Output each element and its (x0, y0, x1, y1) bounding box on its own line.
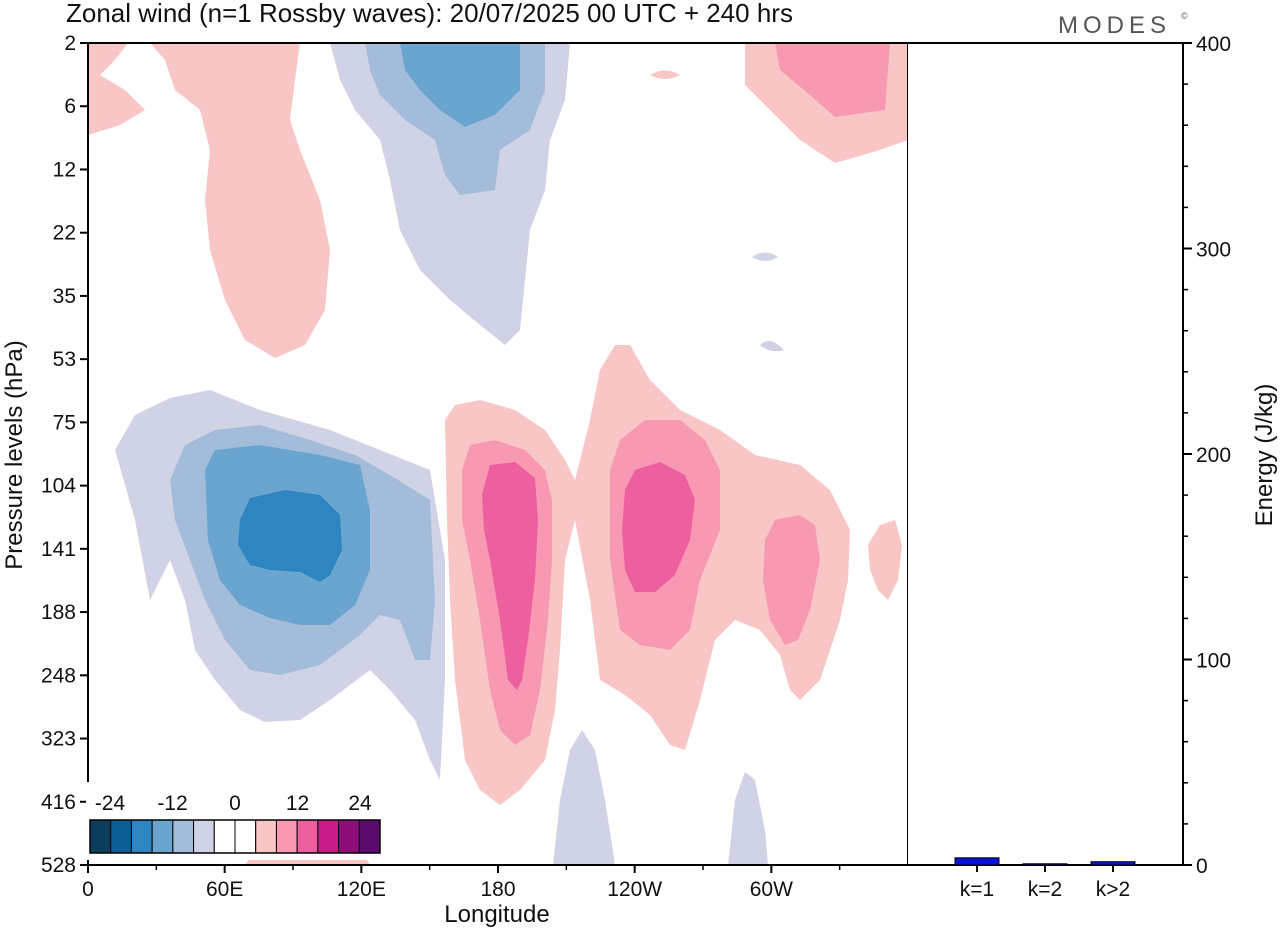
energy-y-label: 200 (1196, 444, 1231, 467)
contour-pos-lower-f (763, 515, 820, 645)
colorbar-swatch (193, 819, 215, 854)
colorbar-swatch (151, 819, 174, 854)
energy-axis-label: Energy (J/kg) (1251, 384, 1278, 527)
contour-neg-dot-1 (752, 252, 778, 261)
y-tick-label: 35 (53, 285, 76, 308)
y-tick-label: 141 (41, 538, 76, 561)
colorbar-swatch (234, 819, 257, 854)
x-tick-label: 60E (206, 878, 243, 901)
energy-y-label: 0 (1196, 855, 1208, 878)
contour-pos-upper-left (88, 43, 145, 135)
y-tick-label: 6 (64, 95, 76, 118)
y-tick-label: 2 (64, 32, 76, 55)
colorbar-label: 24 (348, 792, 372, 815)
energy-x-axis: k=1 k=2 k>2 (960, 865, 1130, 901)
colorbar-label: -12 (157, 792, 187, 815)
y-tick-label: 104 (41, 475, 76, 498)
colorbar-swatch (358, 819, 381, 854)
energy-panel: 0 100 200 300 400 k=1 k=2 k>2 Energy (J/kg) (908, 33, 1278, 901)
contour-neg-bottom-b (728, 772, 768, 865)
contour-pos-dot (650, 70, 680, 79)
y-tick-label: 12 (53, 158, 76, 181)
energy-x-label: k=2 (1028, 878, 1062, 901)
contour-neg-core (238, 490, 342, 582)
colorbar-swatch (338, 819, 360, 854)
x-tick-label: 60W (750, 878, 793, 901)
energy-bar (1022, 863, 1068, 866)
y-tick-label: 75 (53, 411, 76, 434)
colorbar-swatch (89, 819, 112, 854)
energy-bar (954, 857, 1000, 866)
energy-y-label: 300 (1196, 239, 1231, 262)
energy-y-axis: 0 100 200 300 400 (1183, 33, 1231, 878)
x-tick-label: 180 (480, 878, 515, 901)
contour-pos-lower-c (482, 462, 538, 690)
y-tick-label: 53 (53, 348, 76, 371)
colorbar-swatch (213, 819, 236, 854)
y-tick-label: 22 (53, 222, 76, 245)
x-axis-label: Longitude (444, 901, 549, 928)
brand-mark: © (1181, 11, 1188, 21)
energy-y-label: 400 (1196, 33, 1231, 56)
contour-pos-lower-e (622, 462, 695, 592)
chart-title: Zonal wind (n=1 Rossby waves): 20/07/202… (66, 0, 793, 28)
x-tick-label: 0 (82, 878, 94, 901)
colorbar-label: 12 (286, 792, 309, 815)
contour-fills (88, 43, 908, 865)
brand-logo: MODES (1058, 12, 1171, 39)
x-tick-label: 120E (337, 878, 386, 901)
energy-x-label: k>2 (1096, 878, 1130, 901)
contour-pos-upper-left-strip (150, 43, 330, 358)
energy-y-label: 100 (1196, 650, 1231, 673)
energy-x-label: k=1 (960, 878, 994, 901)
contour-neg-dot-2 (760, 341, 784, 352)
energy-bar (1090, 861, 1136, 866)
x-tick-label: 120W (607, 878, 662, 901)
y-tick-label: 416 (41, 791, 76, 814)
colorbar-swatch (296, 819, 319, 854)
colorbar-swatch (275, 819, 298, 854)
colorbar-swatch (110, 819, 132, 854)
contour-neg-upper-core (400, 43, 520, 127)
contour-pos-upper-right-core (775, 43, 890, 117)
colorbar: -24 -12 0 12 24 (86, 782, 384, 860)
colorbar-label: -24 (95, 792, 126, 815)
contour-pos-lower-g (868, 520, 902, 600)
contour-pos-top-small (195, 43, 225, 60)
colorbar-swatch (172, 819, 195, 854)
colorbar-frame (89, 819, 381, 854)
contour-neg-bottom-a (553, 730, 615, 865)
x-axis: 0 60E 120E 180 120W 60W (82, 865, 841, 901)
colorbar-swatch (255, 819, 277, 854)
colorbar-label: 0 (229, 792, 241, 815)
y-axis-label: Pressure levels (hPa) (1, 340, 28, 569)
y-tick-label: 323 (41, 728, 76, 751)
y-tick-label: 188 (41, 601, 76, 624)
y-tick-label: 248 (41, 664, 76, 687)
y-tick-label: 528 (41, 854, 76, 877)
contour-panel: 0 60E 120E 180 120W 60W 2 6 12 22 35 53 75 104 141 188… (1, 32, 909, 928)
y-axis: 2 6 12 22 35 53 75 104 141 188 248 323 416 528 (41, 32, 88, 877)
colorbar-swatch (130, 819, 153, 854)
colorbar-swatch (317, 819, 340, 854)
